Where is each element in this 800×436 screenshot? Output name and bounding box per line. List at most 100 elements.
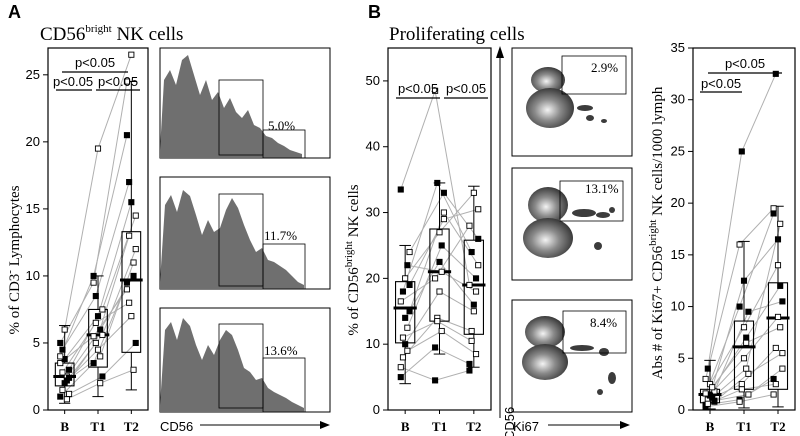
paired-line — [400, 88, 470, 286]
y-tick-label: 25 — [26, 67, 40, 82]
box — [121, 231, 142, 353]
histogram-2: 11.7% — [159, 176, 331, 290]
gate-percent: 5.0% — [268, 118, 295, 133]
data-point — [123, 286, 130, 293]
data-point — [475, 235, 482, 242]
panel-b-letter: B — [368, 2, 381, 22]
data-point — [704, 365, 711, 372]
data-point — [66, 374, 73, 381]
data-point — [99, 331, 106, 338]
data-point — [97, 353, 104, 360]
data-point — [130, 272, 137, 279]
ki67-percent-boxplot: 0 10 20 30 40 50 B T1 T2 % of CD56bright NK cel… — [343, 47, 492, 434]
panel-a-letter: A — [8, 2, 21, 22]
data-point — [399, 334, 407, 341]
data-point — [59, 346, 66, 353]
x-tick-label: B — [706, 419, 715, 434]
data-point — [92, 319, 99, 326]
data-point — [402, 341, 409, 348]
data-point — [740, 324, 748, 331]
data-point — [66, 390, 73, 397]
data-point — [92, 339, 99, 347]
stat-left: p<0.05 — [398, 81, 438, 96]
data-point — [745, 308, 752, 315]
data-point — [97, 380, 104, 387]
gate — [262, 243, 306, 290]
data-point — [743, 339, 750, 346]
data-point — [772, 344, 779, 351]
data-point — [466, 222, 473, 229]
data-point — [123, 78, 130, 85]
ki67-absolute-boxplot: 0 5 10 15 20 25 30 35 B T1 T2 Abs # of Ki67+ CD56… — [647, 40, 796, 434]
x-axis: B T1 T2 — [706, 410, 786, 434]
data-point — [475, 262, 482, 269]
y-tick-label: 0 — [678, 402, 685, 417]
data-point — [90, 360, 97, 367]
y-tick-label: 10 — [366, 336, 380, 351]
data-point — [472, 275, 480, 282]
x-tick-label: T1 — [90, 419, 105, 434]
x-tick-label: T1 — [736, 419, 751, 434]
data-point — [777, 220, 784, 227]
y-axis: 0 10 20 30 40 50 — [366, 73, 388, 417]
data-point — [770, 375, 777, 383]
stat-top: p<0.05 — [75, 55, 115, 70]
data-point — [440, 216, 447, 223]
data-point — [470, 189, 477, 196]
data-point — [94, 313, 102, 320]
data-point — [397, 298, 404, 305]
data-point — [128, 51, 135, 58]
data-point — [404, 347, 411, 354]
data-point — [128, 313, 135, 320]
data-point — [406, 308, 413, 315]
data-point — [777, 282, 784, 289]
data-point — [97, 326, 104, 333]
data-point — [99, 373, 106, 380]
data-point — [468, 327, 475, 335]
flow-plot-3: 8.4% — [511, 299, 633, 413]
data-point — [770, 205, 777, 212]
x-tick-label: T2 — [770, 419, 785, 434]
data-point — [740, 355, 748, 362]
data-point — [436, 229, 443, 236]
data-point — [90, 279, 97, 286]
data-point — [434, 179, 441, 186]
x-axis: B T1 T2 — [60, 410, 139, 434]
data-point — [736, 303, 743, 310]
y-axis-label: % of CD3- Lymphocytes — [4, 185, 23, 334]
data-point — [94, 145, 102, 152]
data-point — [57, 339, 64, 347]
data-point — [397, 374, 404, 381]
x-tick-label: B — [401, 419, 410, 434]
significance-brackets — [56, 71, 140, 91]
data-point — [402, 275, 409, 282]
data-point — [406, 281, 413, 288]
data-point — [774, 236, 782, 243]
y-tick-label: 20 — [366, 270, 380, 285]
significance-brackets — [700, 72, 782, 93]
data-point — [90, 333, 97, 340]
y-tick-label: 30 — [671, 92, 685, 107]
data-point — [743, 334, 750, 341]
histogram-fill — [160, 190, 304, 289]
flow-plot-1: 2.9% — [511, 47, 633, 157]
data-point — [702, 375, 709, 383]
data-point — [438, 242, 445, 249]
data-point — [132, 339, 139, 347]
data-point — [123, 279, 130, 286]
data-point — [132, 212, 139, 219]
data-point — [438, 268, 445, 275]
data-point — [59, 386, 66, 393]
data-point — [63, 396, 70, 403]
gate-percent: 8.4% — [590, 315, 617, 330]
box — [767, 282, 789, 390]
data-point — [399, 354, 407, 361]
histogram-fill — [160, 55, 302, 158]
data-point — [440, 209, 447, 216]
points — [702, 70, 786, 410]
data-point — [94, 346, 102, 353]
gate — [262, 357, 306, 413]
y-tick-label: 15 — [671, 247, 685, 262]
data-point — [432, 87, 439, 94]
data-point — [402, 314, 409, 321]
